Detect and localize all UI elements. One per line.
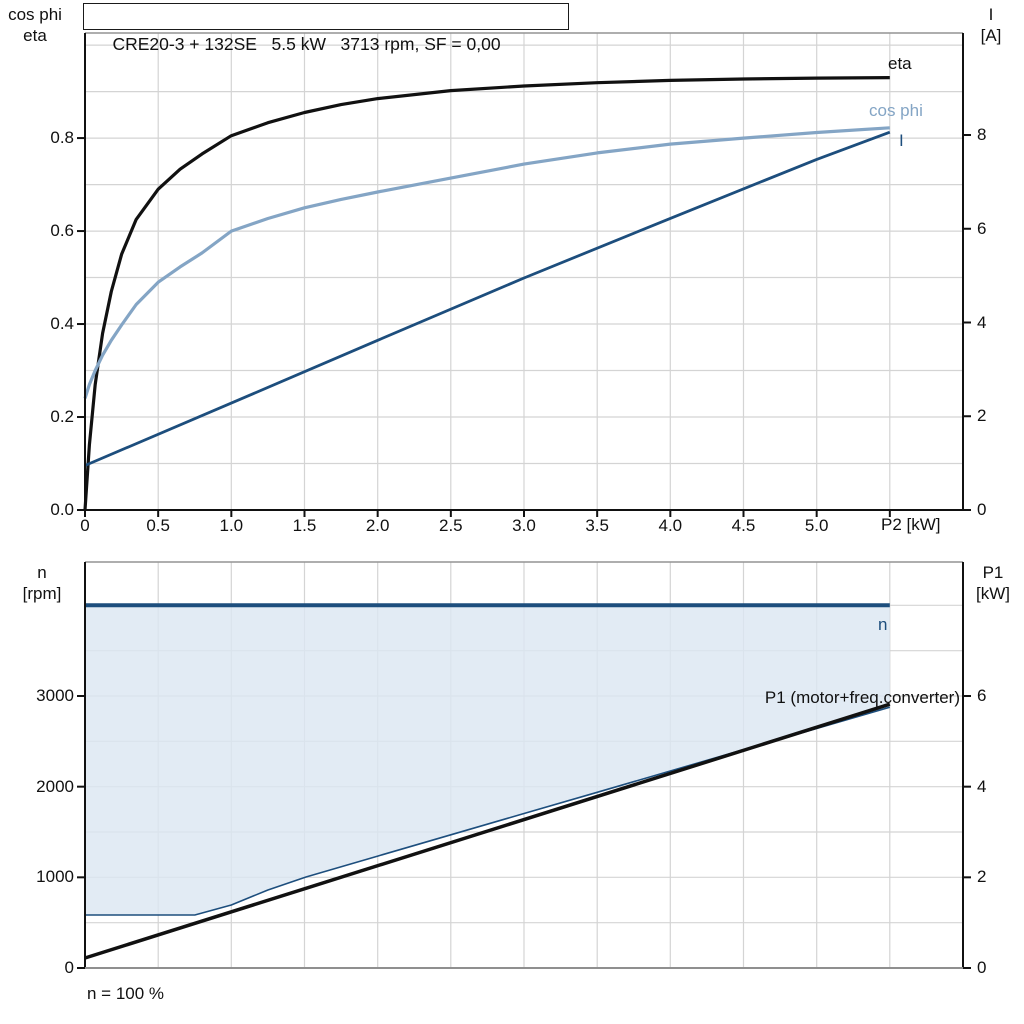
cos-phi-curve xyxy=(83,126,890,399)
speed-range-area xyxy=(85,605,890,915)
current-curve xyxy=(84,130,891,467)
eta-curve xyxy=(83,76,890,511)
p1-curve xyxy=(84,702,891,960)
